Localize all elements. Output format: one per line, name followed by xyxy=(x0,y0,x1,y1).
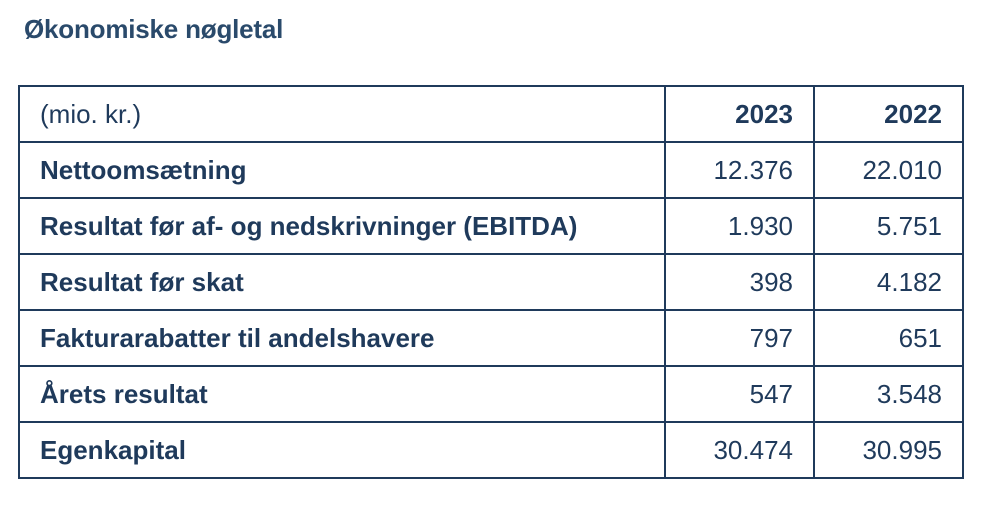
row-label: Nettoomsætning xyxy=(18,141,666,199)
year-header-2022: 2022 xyxy=(813,85,964,143)
table-row: Resultat før skat 398 4.182 xyxy=(18,253,964,311)
table-row: Nettoomsætning 12.376 22.010 xyxy=(18,141,964,199)
year-header-2023: 2023 xyxy=(664,85,815,143)
row-label: Resultat før skat xyxy=(18,253,666,311)
value-2022: 22.010 xyxy=(813,141,964,199)
row-label: Resultat før af- og nedskrivninger (EBIT… xyxy=(18,197,666,255)
value-2022: 30.995 xyxy=(813,421,964,479)
value-2022: 5.751 xyxy=(813,197,964,255)
table-row: Resultat før af- og nedskrivninger (EBIT… xyxy=(18,197,964,255)
table-row: Fakturarabatter til andelshavere 797 651 xyxy=(18,309,964,367)
row-label: Egenkapital xyxy=(18,421,666,479)
value-2023: 797 xyxy=(664,309,815,367)
value-2023: 398 xyxy=(664,253,815,311)
value-2023: 30.474 xyxy=(664,421,815,479)
table-row: Egenkapital 30.474 30.995 xyxy=(18,421,964,479)
value-2023: 12.376 xyxy=(664,141,815,199)
value-2023: 547 xyxy=(664,365,815,423)
value-2022: 3.548 xyxy=(813,365,964,423)
row-label: Årets resultat xyxy=(18,365,666,423)
page-title: Økonomiske nøgletal xyxy=(24,14,284,44)
value-2023: 1.930 xyxy=(664,197,815,255)
financial-kpi-table: (mio. kr.) 2023 2022 Nettoomsætning 12.3… xyxy=(18,85,964,479)
value-2022: 651 xyxy=(813,309,964,367)
table-header-row: (mio. kr.) 2023 2022 xyxy=(18,85,964,143)
unit-label: (mio. kr.) xyxy=(18,85,666,143)
table-row: Årets resultat 547 3.548 xyxy=(18,365,964,423)
row-label: Fakturarabatter til andelshavere xyxy=(18,309,666,367)
value-2022: 4.182 xyxy=(813,253,964,311)
